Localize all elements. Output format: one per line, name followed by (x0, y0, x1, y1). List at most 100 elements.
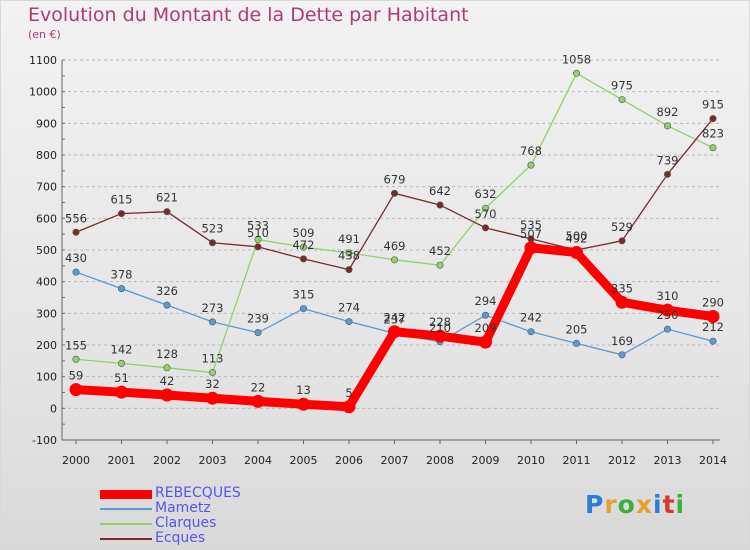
data-label: 768 (520, 144, 542, 158)
data-point (663, 325, 671, 333)
data-point (163, 364, 171, 372)
data-point (72, 228, 80, 236)
data-point (433, 329, 447, 343)
data-label: 128 (156, 347, 178, 361)
legend: REBECQUES Mametz Clarques Ecques (100, 485, 400, 546)
data-label: 491 (338, 232, 360, 246)
data-point (254, 243, 262, 251)
data-label: 529 (611, 220, 633, 234)
grid-layer (62, 59, 720, 441)
data-label: 556 (65, 211, 87, 225)
data-point (481, 204, 489, 212)
data-point (72, 268, 80, 276)
data-label: 642 (429, 184, 451, 198)
data-point (209, 239, 217, 247)
data-point (299, 255, 307, 263)
brand-letter: i (675, 490, 686, 519)
data-point (342, 400, 356, 414)
brand-letter: t (662, 490, 676, 519)
data-point (663, 170, 671, 178)
x-tick-label: 2002 (153, 454, 181, 467)
legend-item: REBECQUES (100, 485, 400, 501)
y-tick-label: 200 (36, 339, 57, 352)
data-label: 51 (114, 371, 129, 385)
data-label: 523 (202, 222, 224, 236)
data-point (299, 305, 307, 313)
y-tick-label: 500 (36, 244, 57, 257)
data-label: 430 (65, 251, 87, 265)
legend-item: Clarques (100, 515, 400, 531)
data-point (388, 325, 401, 339)
data-point (572, 69, 580, 77)
data-label: 290 (702, 296, 724, 310)
x-tick-label: 2003 (199, 454, 227, 467)
data-label: 294 (475, 294, 497, 308)
data-point (206, 391, 219, 405)
data-point (390, 256, 398, 264)
y-tick-label: 800 (36, 149, 57, 162)
data-point (527, 161, 535, 169)
data-label: 739 (657, 153, 679, 167)
legend-label: Mametz (155, 500, 211, 516)
data-point (481, 311, 489, 319)
data-label: 209 (475, 321, 497, 335)
chart-subtitle: (en €) (28, 28, 61, 41)
data-label: 1058 (562, 52, 591, 66)
legend-swatch (100, 523, 152, 525)
data-label: 155 (65, 338, 87, 352)
y-tick-label: 400 (36, 276, 57, 289)
data-label: 510 (247, 226, 269, 240)
data-point (479, 335, 492, 349)
data-point (527, 328, 535, 336)
data-label: 570 (475, 207, 497, 221)
data-point (118, 285, 126, 293)
y-tick-label: 100 (36, 371, 57, 384)
y-tick-label: 900 (36, 117, 57, 130)
data-point (481, 224, 489, 232)
data-label: 378 (111, 268, 133, 282)
brand-letter: r (604, 490, 618, 519)
data-point (345, 266, 353, 274)
data-point (524, 241, 538, 255)
data-label: 509 (293, 226, 315, 240)
data-point (615, 295, 629, 309)
x-tick-label: 2008 (426, 454, 454, 467)
data-label: 22 (251, 380, 266, 394)
data-label: 169 (611, 334, 633, 348)
legend-swatch (100, 508, 152, 510)
data-label: 892 (657, 105, 679, 119)
data-label: 274 (338, 301, 360, 315)
x-tick-label: 2004 (244, 454, 272, 467)
data-label: 472 (293, 238, 315, 252)
y-tick-label: 700 (36, 181, 57, 194)
data-label: 113 (202, 352, 224, 366)
data-point (163, 301, 171, 309)
chart-title: Evolution du Montant de la Dette par Hab… (28, 4, 469, 26)
data-label: 315 (293, 288, 315, 302)
data-point (209, 318, 217, 326)
legend-label: REBECQUES (155, 485, 241, 501)
data-label: 237 (384, 312, 406, 326)
data-label: 32 (205, 377, 220, 391)
legend-item: Ecques (100, 530, 400, 546)
brand-letter: P (585, 490, 605, 519)
data-label: 335 (611, 281, 633, 295)
brand-letter: x (635, 490, 653, 519)
data-label: 507 (520, 227, 542, 241)
x-tick-label: 2012 (608, 454, 636, 467)
data-point (251, 394, 265, 408)
axis-layer: -100 0 100 200 300 400 500 600 700 800 900 1000 1100… (29, 54, 727, 467)
y-tick-label: 600 (36, 212, 57, 225)
data-label: 438 (338, 249, 360, 263)
data-point (209, 369, 217, 377)
legend-label: Clarques (155, 515, 217, 531)
data-label: 679 (384, 172, 406, 186)
data-label: 142 (111, 342, 133, 356)
data-label: 5 (345, 386, 352, 400)
data-point (163, 208, 171, 216)
brand-letter: i (653, 490, 663, 519)
data-label: 59 (69, 369, 84, 383)
data-point (254, 236, 262, 244)
data-label: 632 (475, 187, 497, 201)
data-point (436, 261, 444, 269)
